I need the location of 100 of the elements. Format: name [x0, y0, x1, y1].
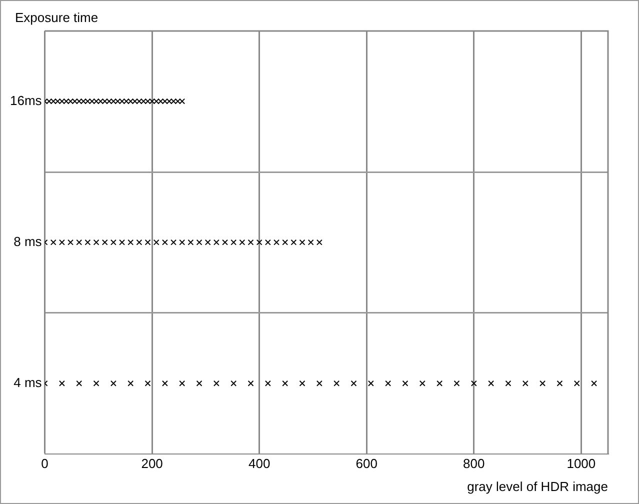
- x-tick-label: 800: [463, 456, 485, 472]
- point: [316, 239, 322, 246]
- point: [290, 239, 297, 246]
- point: [76, 380, 82, 386]
- x-axis-title: gray level of HDR image: [467, 478, 608, 494]
- point: [58, 98, 65, 104]
- point: [179, 239, 186, 246]
- point: [488, 380, 494, 386]
- point: [102, 239, 108, 246]
- point: [540, 380, 546, 386]
- point: [123, 98, 130, 104]
- point: [402, 380, 408, 386]
- point: [248, 239, 254, 246]
- x-tick-label: 400: [248, 456, 270, 472]
- point: [140, 98, 146, 104]
- point: [188, 239, 194, 246]
- point: [308, 239, 314, 246]
- y-axis-title: Exposure time: [15, 10, 98, 26]
- point: [436, 380, 443, 386]
- point: [58, 380, 65, 386]
- point: [144, 98, 151, 104]
- point: [170, 239, 176, 246]
- point: [162, 380, 168, 386]
- point: [153, 239, 160, 246]
- point: [158, 98, 164, 104]
- point: [63, 98, 70, 104]
- point: [179, 380, 186, 386]
- point: [196, 380, 202, 386]
- point: [162, 98, 168, 104]
- point: [454, 380, 460, 386]
- point: [110, 239, 116, 246]
- point: [110, 380, 116, 386]
- point: [316, 380, 322, 386]
- point: [230, 239, 237, 246]
- y-tick-label: 16ms: [10, 92, 42, 108]
- point: [213, 239, 220, 246]
- point: [84, 239, 91, 246]
- x-tick-label: 600: [356, 456, 378, 472]
- point: [282, 380, 288, 386]
- point: [76, 98, 82, 104]
- x-tick-label: 1000: [566, 456, 596, 472]
- point: [222, 239, 228, 246]
- point: [591, 380, 598, 386]
- point: [46, 98, 52, 104]
- point: [166, 98, 172, 104]
- point: [119, 98, 126, 104]
- y-tick-label: 4 ms: [14, 374, 42, 390]
- point: [98, 98, 104, 104]
- y-tick-label: 8 ms: [14, 234, 42, 249]
- point: [72, 98, 78, 104]
- point: [196, 239, 202, 246]
- point: [179, 98, 186, 104]
- point: [119, 239, 126, 246]
- point: [368, 380, 374, 386]
- point: [299, 239, 306, 246]
- point: [248, 380, 254, 386]
- point: [89, 98, 95, 104]
- x-tick-label: 200: [141, 456, 163, 472]
- point: [556, 380, 563, 386]
- point: [419, 380, 426, 386]
- point: [136, 98, 142, 104]
- point: [93, 239, 100, 246]
- point: [114, 98, 121, 104]
- point: [522, 380, 528, 386]
- x-tick-label: 0: [41, 456, 48, 472]
- point: [505, 380, 512, 386]
- point: [274, 239, 280, 246]
- point: [132, 98, 138, 104]
- point: [128, 380, 134, 386]
- point: [230, 380, 237, 386]
- point: [144, 380, 151, 386]
- point: [106, 98, 112, 104]
- point: [80, 98, 86, 104]
- point: [144, 239, 151, 246]
- point: [93, 380, 100, 386]
- point: [102, 98, 108, 104]
- point: [170, 98, 176, 104]
- point: [76, 239, 82, 246]
- point: [204, 239, 211, 246]
- point: [128, 98, 134, 104]
- point: [50, 98, 56, 104]
- point: [264, 380, 271, 386]
- point: [54, 98, 61, 104]
- point: [84, 98, 91, 104]
- point: [68, 98, 74, 104]
- point: [162, 239, 168, 246]
- point: [153, 98, 160, 104]
- point: [264, 239, 271, 246]
- point: [174, 98, 181, 104]
- point: [470, 380, 477, 386]
- point: [68, 239, 74, 246]
- point: [93, 98, 100, 104]
- point: [385, 380, 392, 386]
- point: [128, 239, 134, 246]
- point: [58, 239, 65, 246]
- point: [334, 380, 340, 386]
- point: [50, 239, 56, 246]
- point: [239, 239, 246, 246]
- point: [350, 380, 357, 386]
- point: [213, 380, 220, 386]
